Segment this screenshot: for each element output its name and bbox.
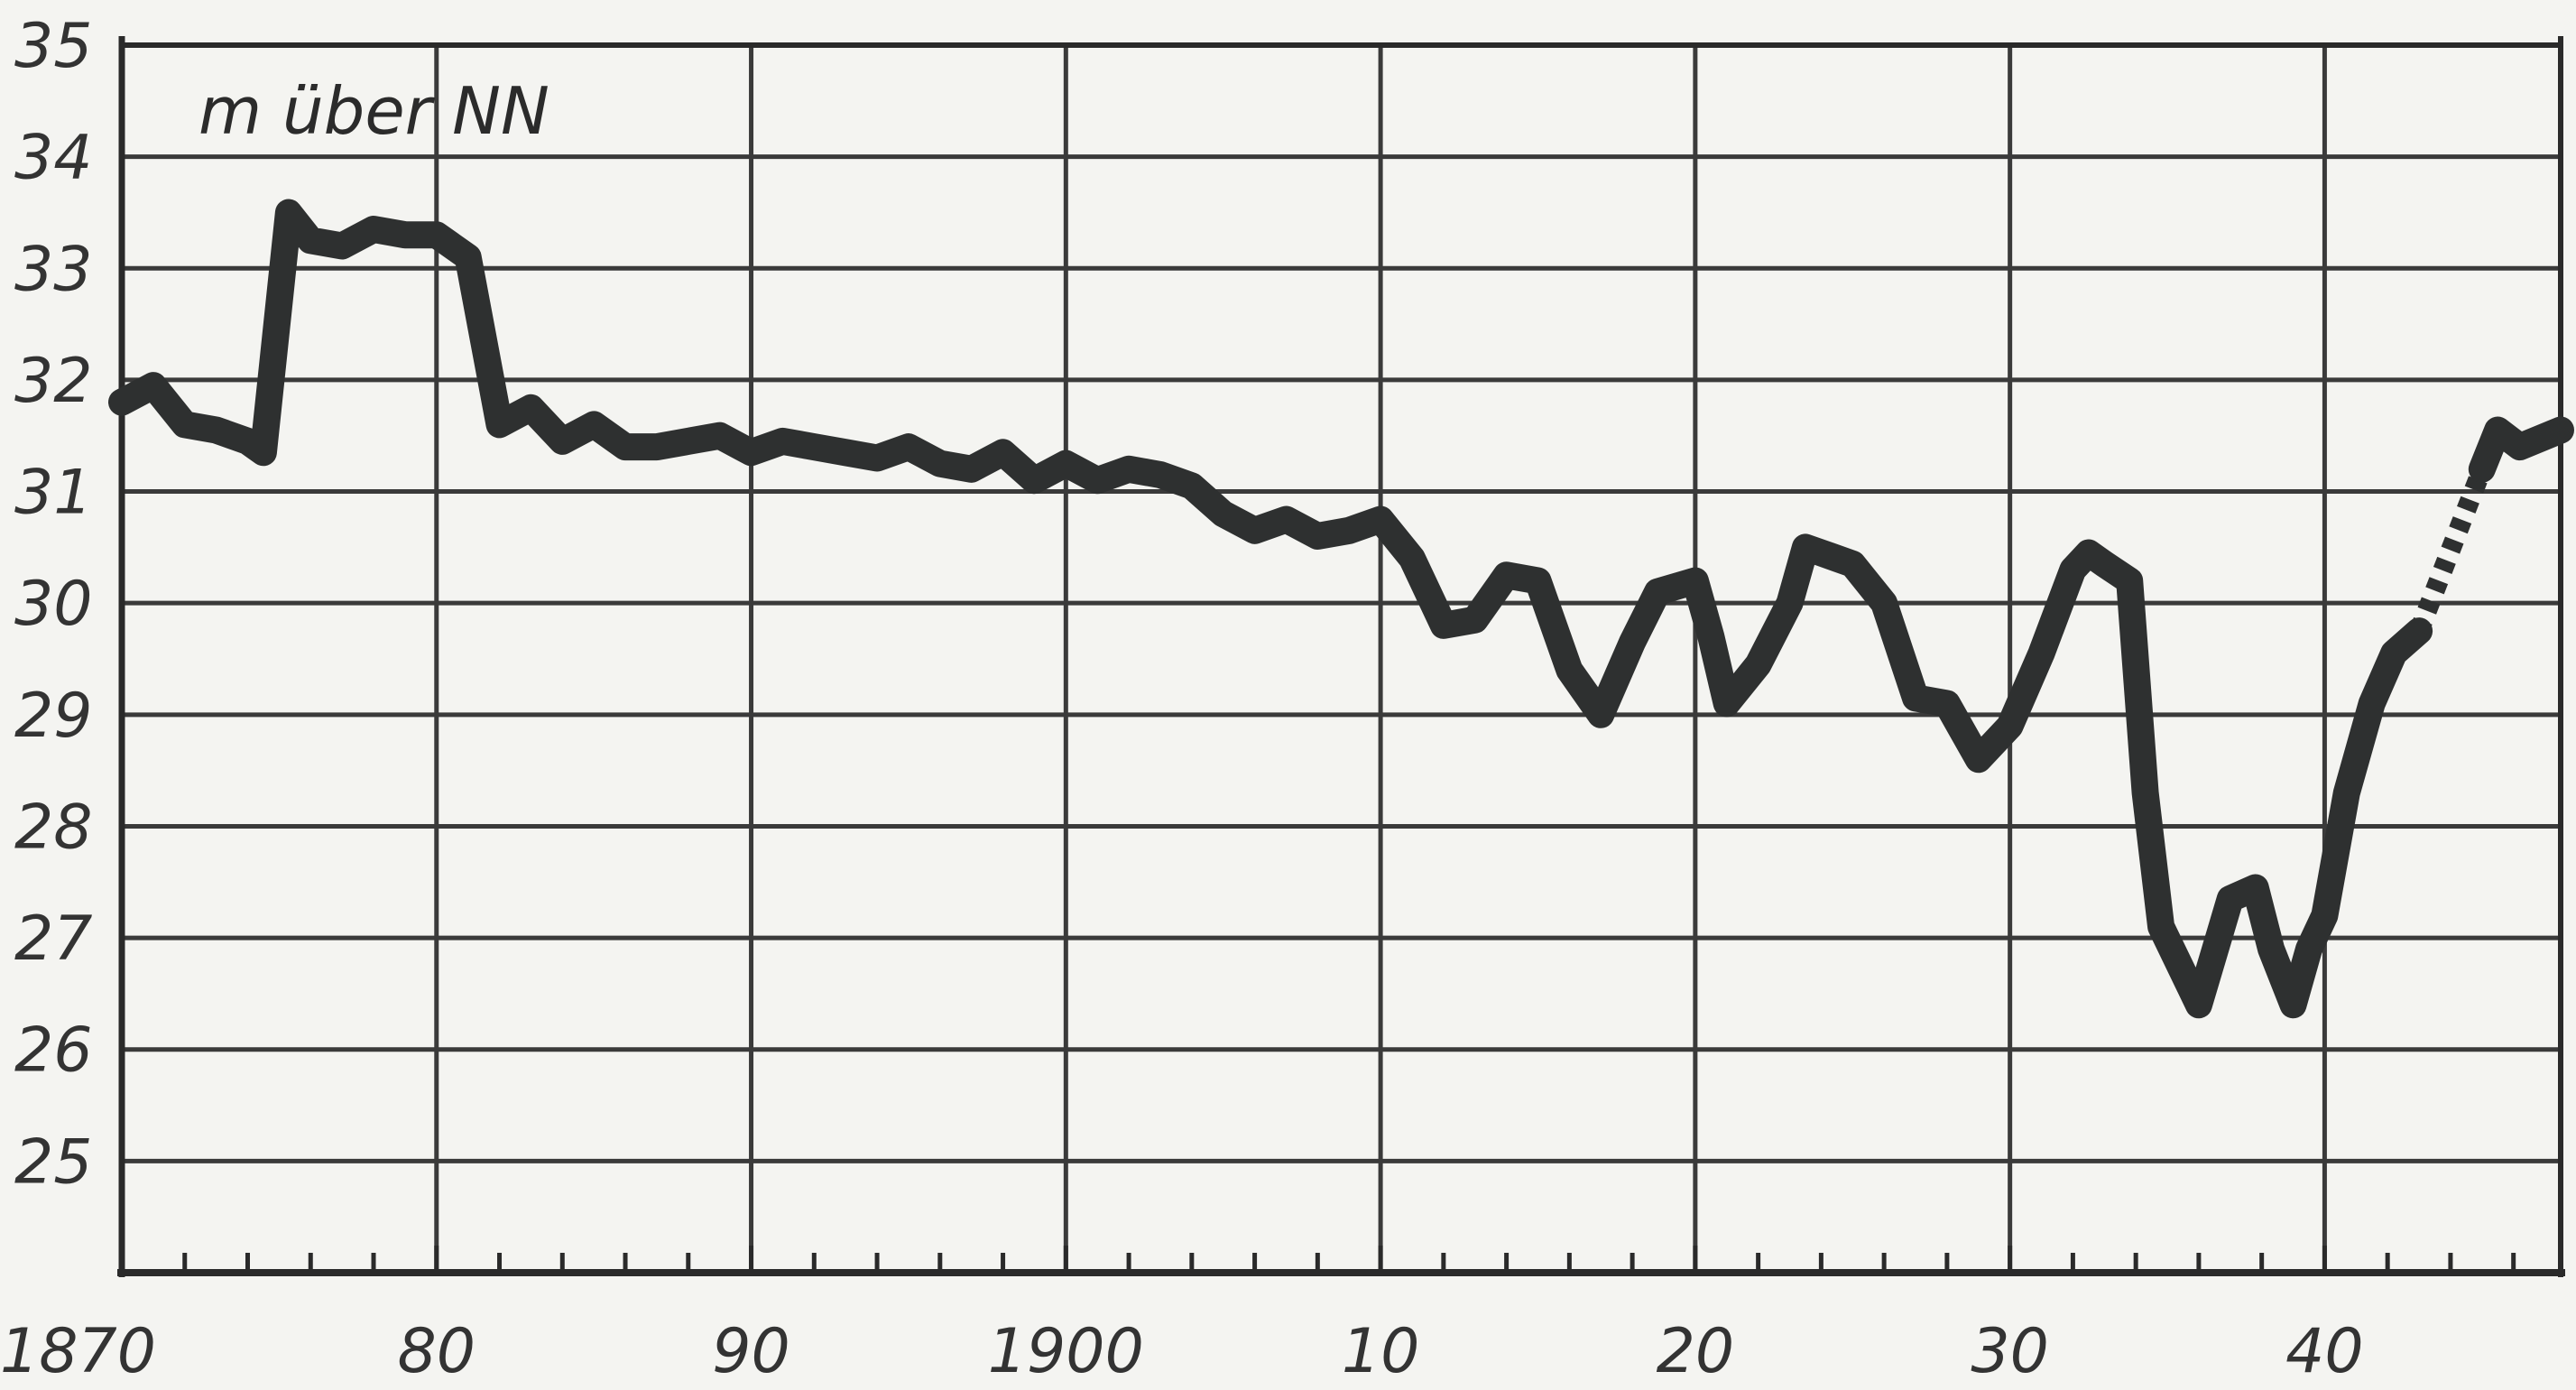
grid [117, 36, 2565, 1277]
axis-ticks [119, 1246, 2516, 1273]
x-tick-label-1870: 1870 [0, 1316, 156, 1387]
x-tick-label-20: 20 [1657, 1316, 1735, 1387]
y-tick-label-30: 30 [14, 569, 93, 640]
series-segment-3-solid [2468, 416, 2574, 483]
series-segment-1-solid [108, 199, 2433, 1019]
series-segment-2-dotted [2409, 465, 2492, 635]
y-tick-label-35: 35 [14, 11, 93, 82]
y-tick-label-28: 28 [14, 792, 93, 863]
x-tick-label-1900: 1900 [988, 1316, 1144, 1387]
y-tick-label-31: 31 [14, 458, 93, 529]
tick-labels: 25 26 27 28 29 30 31 32 33 34 35 1870 80 90 1900 10 20 30… [0, 11, 2364, 1387]
y-tick-label-32: 32 [14, 346, 93, 417]
x-tick-label-30: 30 [1971, 1316, 2049, 1387]
y-tick-label-29: 29 [14, 681, 93, 752]
x-tick-label-10: 10 [1342, 1316, 1420, 1387]
y-tick-label-25: 25 [14, 1126, 93, 1198]
series-line [108, 199, 2574, 1019]
x-tick-label-80: 80 [398, 1316, 476, 1387]
y-tick-label-26: 26 [14, 1015, 93, 1087]
x-tick-label-40: 40 [2285, 1316, 2364, 1387]
unit-label: m über NN [199, 73, 549, 149]
y-tick-label-34: 34 [14, 123, 93, 194]
y-tick-label-33: 33 [14, 234, 93, 305]
y-tick-label-27: 27 [14, 904, 93, 975]
x-tick-label-90: 90 [712, 1316, 790, 1387]
